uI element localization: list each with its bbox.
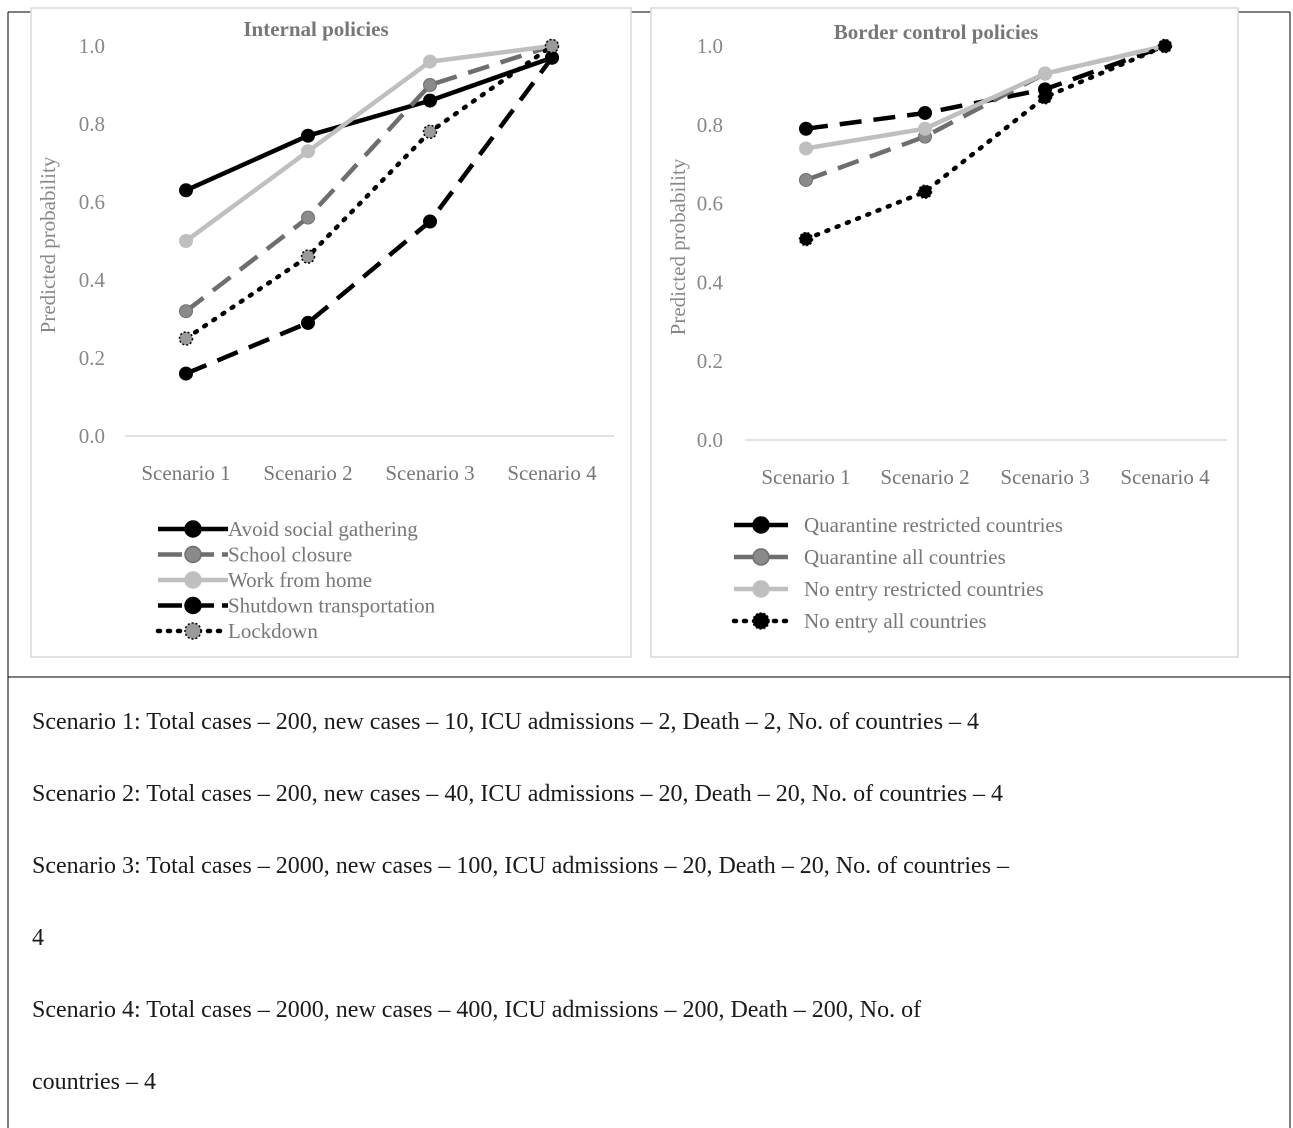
y-tick-label: 1.0: [79, 34, 105, 58]
y-tick-label: 0.8: [697, 113, 723, 137]
chart-border-control-policies: Border control policies Predicted probabi…: [666, 20, 1227, 633]
data-point: [1038, 66, 1052, 81]
y-tick-label: 0.4: [697, 270, 724, 294]
chart-title: Border control policies: [834, 20, 1039, 44]
data-point: [179, 234, 193, 248]
data-point: [799, 121, 813, 136]
legend-label: Shutdown transportation: [228, 594, 436, 618]
chart-panel-border-border: [650, 7, 1239, 658]
data-point: [301, 144, 315, 159]
data-point: [423, 54, 437, 69]
x-tick-label: Scenario 3: [1000, 465, 1089, 489]
data-point: [301, 210, 315, 225]
data-point: [301, 315, 315, 330]
data-point: [423, 78, 437, 92]
data-point: [798, 231, 814, 247]
data-point: [423, 214, 437, 229]
y-tick-label: 0.6: [79, 190, 105, 214]
x-tick-label: Scenario 1: [141, 461, 230, 485]
note-scenario-1: Scenario 1: Total cases – 200, new cases…: [32, 709, 980, 735]
data-point: [423, 93, 437, 108]
data-point: [300, 249, 316, 264]
chart-internal-policies: Internal policies Predicted probability 0.…: [36, 17, 614, 643]
series-line: [185, 56, 554, 376]
legend-label: Quarantine restricted countries: [804, 513, 1063, 537]
y-tick-label: 0.0: [79, 424, 105, 448]
series-line: [184, 43, 553, 243]
data-point: [799, 141, 813, 156]
y-tick-label: 0.2: [79, 346, 105, 370]
series-line: [803, 43, 1168, 242]
legend-swatch-marker: [752, 548, 770, 566]
x-tick-label: Scenario 4: [1120, 465, 1210, 489]
legend-swatch-marker: [752, 516, 770, 534]
legend-swatch-marker: [184, 596, 202, 615]
data-point: [178, 331, 194, 346]
y-tick-label: 1.0: [697, 34, 723, 58]
y-tick-label: 0.6: [697, 192, 723, 216]
data-point: [918, 105, 932, 120]
data-point: [301, 128, 315, 143]
x-tick-label: Scenario 3: [385, 461, 474, 485]
legend-label: Avoid social gathering: [228, 517, 418, 541]
y-tick-label: 0.4: [79, 268, 106, 292]
series-line: [805, 43, 1166, 151]
note-scenario-3: Scenario 3: Total cases – 2000, new case…: [32, 853, 1010, 879]
note-scenario-4: Scenario 4: Total cases – 2000, new case…: [32, 997, 922, 1023]
y-axis-label: Predicted probability: [666, 158, 690, 335]
data-point: [918, 121, 932, 136]
series-line: [184, 43, 553, 313]
legend-swatch-marker: [752, 580, 770, 598]
y-tick-label: 0.0: [697, 428, 723, 452]
data-point: [179, 183, 193, 198]
data-point: [422, 124, 438, 140]
x-tick-label: Scenario 2: [263, 461, 352, 485]
legend-swatch-marker: [184, 520, 202, 538]
note-scenario-2: Scenario 2: Total cases – 200, new cases…: [32, 781, 1004, 807]
data-point: [179, 366, 193, 381]
legend-label: School closure: [228, 543, 352, 567]
legend-swatch-marker: [184, 622, 202, 640]
x-tick-label: Scenario 1: [761, 465, 850, 489]
data-point: [179, 304, 193, 319]
legend-swatch-marker: [184, 545, 202, 564]
x-tick-label: Scenario 2: [880, 465, 969, 489]
legend-label: No entry all countries: [804, 609, 987, 633]
chart-title: Internal policies: [243, 17, 388, 41]
data-point: [1157, 38, 1173, 54]
data-point: [917, 184, 933, 200]
legend-swatch-marker: [752, 612, 770, 630]
y-axis-label: Predicted probability: [36, 156, 60, 333]
data-point: [799, 172, 813, 187]
x-tick-label: Scenario 4: [507, 461, 597, 485]
legend-label: Work from home: [228, 568, 372, 592]
legend-label: Lockdown: [228, 619, 318, 643]
note-scenario-3-cont: 4: [32, 925, 44, 951]
chart-panel-internal-border: [30, 7, 632, 658]
legend-label: Quarantine all countries: [804, 545, 1006, 569]
data-point: [544, 38, 560, 54]
series-line: [183, 43, 555, 341]
legend-label: No entry restricted countries: [804, 577, 1044, 601]
note-scenario-4-cont: countries – 4: [32, 1069, 156, 1095]
data-point: [1037, 89, 1053, 105]
y-tick-label: 0.8: [79, 112, 105, 136]
y-tick-label: 0.2: [697, 349, 723, 373]
series-line: [185, 55, 553, 193]
legend-swatch-marker: [184, 571, 202, 589]
